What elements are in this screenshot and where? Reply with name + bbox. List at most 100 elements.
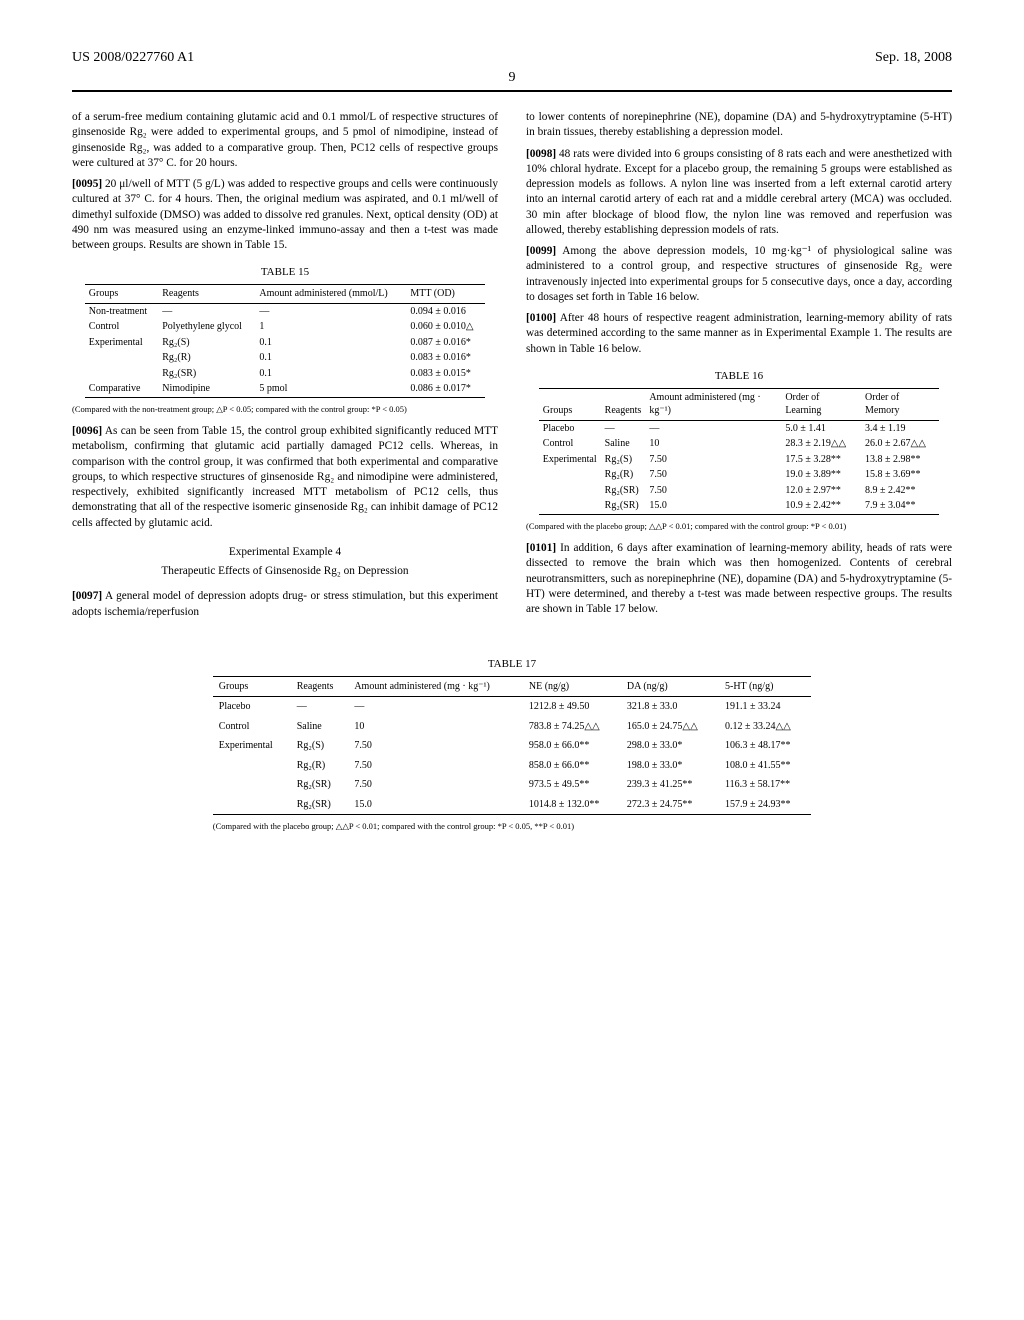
td — [85, 350, 158, 366]
example-title: Experimental Example 4 — [72, 545, 498, 560]
td: Comparative — [85, 381, 158, 397]
doc-date: Sep. 18, 2008 — [875, 50, 952, 66]
para-0096: [0096] As can be seen from Table 15, the… — [72, 424, 498, 531]
para-text: 20 μl/well of MTT (5 g/L) was added to r… — [72, 178, 498, 251]
td: 17.5 ± 3.28** — [781, 452, 861, 468]
td: 10 — [645, 436, 781, 452]
td: — — [601, 420, 646, 436]
td: Experimental — [85, 335, 158, 351]
td: 198.0 ± 33.0* — [621, 756, 719, 776]
td — [213, 756, 291, 776]
td: Experimental — [539, 452, 601, 468]
td: 5.0 ± 1.41 — [781, 420, 861, 436]
para-num: [0097] — [72, 590, 102, 602]
table-footnote: (Compared with the non-treatment group; … — [72, 404, 498, 415]
td: 15.0 — [645, 498, 781, 514]
para-0101: [0101] In addition, 6 days after examina… — [526, 541, 952, 617]
td: 7.50 — [645, 452, 781, 468]
td: Rg₂(S) — [291, 736, 349, 756]
td: 973.5 ± 49.5** — [523, 775, 621, 795]
td: 7.50 — [348, 736, 523, 756]
td: Rg₂(SR) — [291, 795, 349, 815]
body-columns: of a serum-free medium containing glutam… — [72, 110, 952, 842]
td: 0.094 ± 0.016 — [406, 303, 485, 319]
td: Rg₂(SR) — [601, 483, 646, 499]
td: 0.12 ± 33.24△△ — [719, 717, 811, 737]
page-number: 9 — [72, 70, 952, 86]
td: Rg₂(R) — [601, 467, 646, 483]
td: Polyethylene glycol — [158, 319, 255, 335]
table-16: Groups Reagents Amount administered (mg … — [539, 388, 939, 515]
td: Saline — [291, 717, 349, 737]
para-text: A general model of depression adopts dru… — [72, 590, 498, 617]
td: 5 pmol — [255, 381, 406, 397]
th: Amount administered (mg · kg⁻¹) — [645, 388, 781, 420]
para-num: [0100] — [526, 312, 556, 324]
table-17-wrap: TABLE 17 Groups Reagents Amount administ… — [72, 645, 952, 842]
page-header: US 2008/0227760 A1 Sep. 18, 2008 — [72, 50, 952, 66]
td: 13.8 ± 2.98** — [861, 452, 939, 468]
td: 157.9 ± 24.93** — [719, 795, 811, 815]
td: 28.3 ± 2.19△△ — [781, 436, 861, 452]
td: 8.9 ± 2.42** — [861, 483, 939, 499]
td: 165.0 ± 24.75△△ — [621, 717, 719, 737]
para-0099: [0099] Among the above depression models… — [526, 244, 952, 305]
td — [539, 467, 601, 483]
td: 0.1 — [255, 350, 406, 366]
td — [213, 775, 291, 795]
table-15: Groups Reagents Amount administered (mmo… — [85, 284, 485, 398]
table-footnote: (Compared with the placebo group; △△P < … — [213, 821, 811, 832]
td — [85, 366, 158, 382]
td: 0.086 ± 0.017* — [406, 381, 485, 397]
td: 15.8 ± 3.69** — [861, 467, 939, 483]
td: Control — [539, 436, 601, 452]
th: Order of Memory — [861, 388, 939, 420]
td: 10 — [348, 717, 523, 737]
td: 191.1 ± 33.24 — [719, 697, 811, 717]
td: 1 — [255, 319, 406, 335]
td — [213, 795, 291, 815]
table-17: Groups Reagents Amount administered (mg … — [213, 676, 811, 816]
th: Groups — [85, 285, 158, 304]
para-num: [0096] — [72, 425, 102, 437]
td: 0.1 — [255, 335, 406, 351]
td: 19.0 ± 3.89** — [781, 467, 861, 483]
td: Control — [213, 717, 291, 737]
para-text: After 48 hours of respective reagent adm… — [526, 312, 952, 355]
td: Saline — [601, 436, 646, 452]
td: 10.9 ± 2.42** — [781, 498, 861, 514]
td: 15.0 — [348, 795, 523, 815]
td: 0.083 ± 0.016* — [406, 350, 485, 366]
td: 321.8 ± 33.0 — [621, 697, 719, 717]
td: 108.0 ± 41.55** — [719, 756, 811, 776]
td: — — [348, 697, 523, 717]
td: Rg₂(S) — [601, 452, 646, 468]
td: Rg₂(S) — [158, 335, 255, 351]
para-0095: [0095] 20 μl/well of MTT (5 g/L) was add… — [72, 177, 498, 253]
td: 116.3 ± 58.17** — [719, 775, 811, 795]
para-0100: [0100] After 48 hours of respective reag… — [526, 311, 952, 357]
para-num: [0098] — [526, 148, 556, 160]
th: Amount administered (mg · kg⁻¹) — [348, 676, 523, 697]
td: 26.0 ± 2.67△△ — [861, 436, 939, 452]
para-text: 48 rats were divided into 6 groups consi… — [526, 148, 952, 236]
td: 0.083 ± 0.015* — [406, 366, 485, 382]
td: Control — [85, 319, 158, 335]
th: Order of Learning — [781, 388, 861, 420]
para-text: Among the above depression models, 10 mg… — [526, 245, 952, 303]
td: 12.0 ± 2.97** — [781, 483, 861, 499]
example-subtitle: Therapeutic Effects of Ginsenoside Rg₂ o… — [72, 564, 498, 579]
td: 7.9 ± 3.04** — [861, 498, 939, 514]
td: 858.0 ± 66.0** — [523, 756, 621, 776]
td: 3.4 ± 1.19 — [861, 420, 939, 436]
para-0098: [0098] 48 rats were divided into 6 group… — [526, 147, 952, 239]
th: Groups — [539, 388, 601, 420]
td: 7.50 — [645, 483, 781, 499]
para-text: As can be seen from Table 15, the contro… — [72, 425, 498, 529]
para-continuation: of a serum-free medium containing glutam… — [72, 110, 498, 171]
td: — — [158, 303, 255, 319]
td: Non-treatment — [85, 303, 158, 319]
para-0097: [0097] A general model of depression ado… — [72, 589, 498, 620]
para-num: [0095] — [72, 178, 102, 190]
header-rule — [72, 90, 952, 92]
